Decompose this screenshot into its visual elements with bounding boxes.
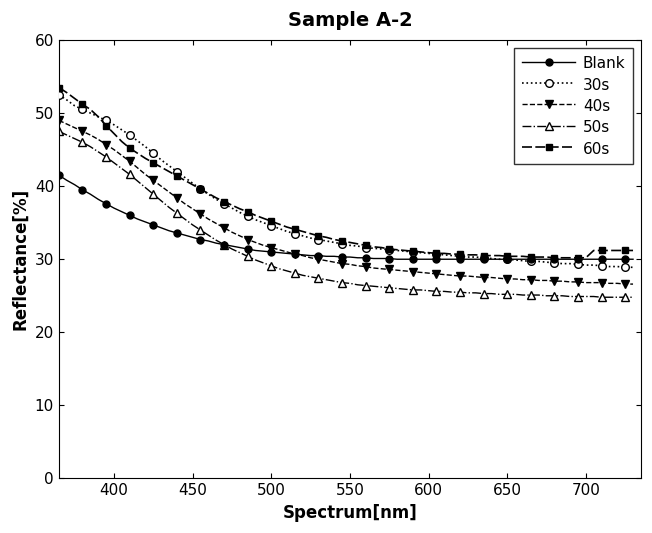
30s: [244, 213, 252, 219]
50s: [244, 253, 252, 260]
40s: [629, 281, 637, 287]
Legend: Blank, 30s, 40s, 50s, 60s: Blank, 30s, 40s, 50s, 60s: [514, 47, 633, 164]
Blank: [181, 232, 188, 238]
60s: [378, 244, 385, 251]
50s: [574, 293, 582, 300]
Blank: [370, 255, 378, 262]
60s: [370, 244, 378, 250]
40s: [173, 195, 181, 201]
Title: Sample A-2: Sample A-2: [288, 11, 412, 30]
30s: [574, 261, 582, 268]
50s: [55, 128, 63, 134]
Blank: [582, 256, 590, 262]
30s: [173, 168, 181, 175]
60s: [582, 255, 590, 261]
Line: 60s: 60s: [55, 84, 636, 261]
60s: [550, 255, 558, 261]
50s: [629, 294, 637, 301]
X-axis label: Spectrum[nm]: Spectrum[nm]: [282, 504, 417, 522]
40s: [55, 117, 63, 124]
40s: [370, 265, 378, 271]
50s: [181, 216, 188, 222]
50s: [598, 294, 606, 301]
60s: [244, 208, 252, 215]
Y-axis label: Reflectance[%]: Reflectance[%]: [11, 188, 29, 330]
60s: [173, 173, 181, 179]
Blank: [629, 256, 637, 262]
40s: [244, 236, 252, 243]
40s: [378, 265, 385, 272]
60s: [181, 177, 188, 183]
Blank: [173, 230, 181, 236]
40s: [621, 281, 629, 287]
30s: [370, 245, 378, 252]
Blank: [55, 172, 63, 179]
Line: 30s: 30s: [55, 91, 637, 271]
30s: [55, 92, 63, 98]
50s: [370, 283, 378, 289]
50s: [378, 284, 385, 290]
Line: 40s: 40s: [55, 117, 637, 288]
60s: [55, 84, 63, 91]
40s: [574, 279, 582, 285]
30s: [181, 174, 188, 181]
40s: [181, 200, 188, 207]
50s: [173, 210, 181, 216]
Line: 50s: 50s: [55, 127, 637, 301]
60s: [629, 247, 637, 254]
30s: [621, 264, 629, 270]
30s: [629, 264, 637, 270]
Blank: [244, 246, 252, 252]
30s: [378, 246, 385, 252]
Blank: [393, 256, 401, 262]
Line: Blank: Blank: [55, 172, 636, 263]
Blank: [378, 255, 385, 262]
